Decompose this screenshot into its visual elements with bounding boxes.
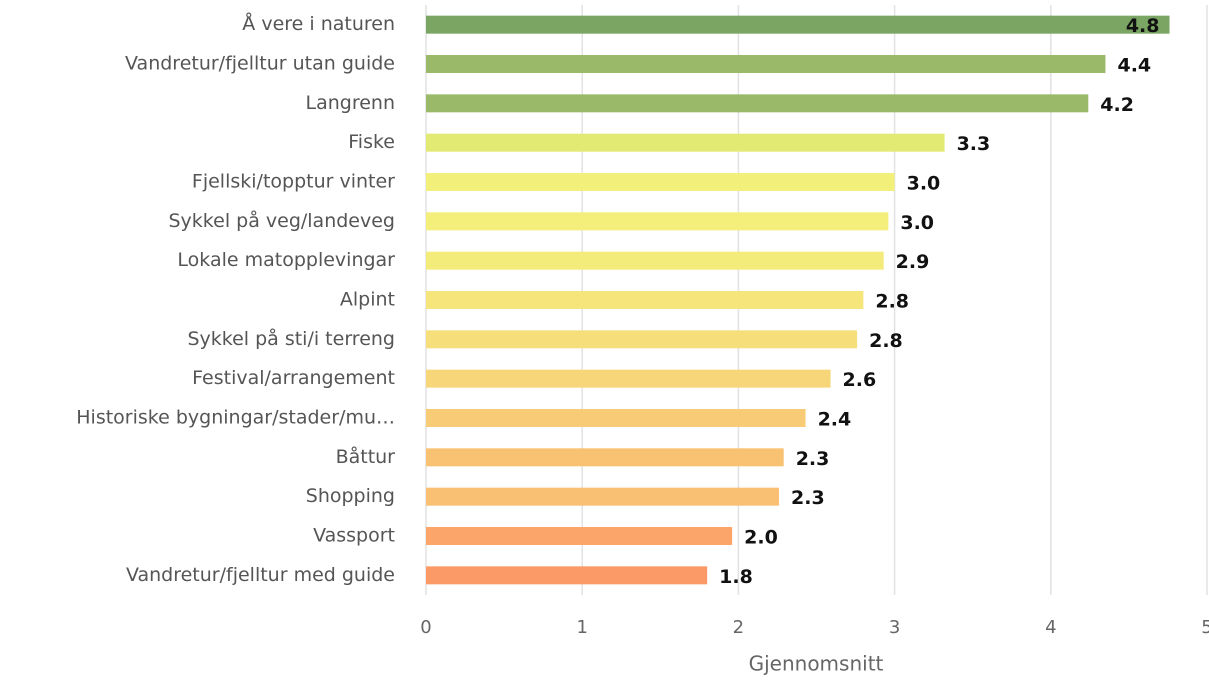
x-tick-label: 0 <box>420 617 431 638</box>
data-label: 2.4 <box>818 409 852 431</box>
category-label: Sykkel på sti/i terreng <box>187 327 395 350</box>
bar <box>426 330 858 349</box>
bar <box>426 251 884 270</box>
data-label: 2.0 <box>744 527 778 549</box>
bar <box>426 212 889 231</box>
x-tick-label: 1 <box>576 617 587 638</box>
category-label: Vandretur/fjelltur med guide <box>126 564 395 586</box>
data-label: 3.0 <box>900 212 934 234</box>
bar <box>426 55 1106 73</box>
data-label: 4.4 <box>1117 55 1151 77</box>
category-label: Fjellski/topptur vinter <box>192 171 395 193</box>
x-tick-label: 2 <box>733 617 744 638</box>
bar <box>426 369 831 388</box>
bar <box>426 448 784 467</box>
data-label: 4.2 <box>1100 94 1134 116</box>
category-label: Festival/arrangement <box>192 367 395 389</box>
bar <box>426 173 895 191</box>
data-label: 2.6 <box>843 369 877 391</box>
category-label: Fiske <box>348 131 395 153</box>
data-label: 2.3 <box>796 448 830 470</box>
category-label: Båttur <box>336 445 396 468</box>
data-label: 1.8 <box>719 566 753 588</box>
category-label: Å vere i naturen <box>242 12 395 35</box>
bar <box>426 409 806 427</box>
category-label: Vandretur/fjelltur utan guide <box>125 53 395 75</box>
category-label: Vassport <box>313 525 395 547</box>
x-tick-label: 3 <box>889 617 900 638</box>
category-label: Alpint <box>340 289 395 311</box>
category-label: Lokale matopplevingar <box>177 249 395 271</box>
category-label: Sykkel på veg/landeveg <box>169 209 396 232</box>
bar <box>426 566 708 585</box>
bar <box>426 527 733 545</box>
bar <box>426 487 780 506</box>
category-label: Langrenn <box>306 92 396 114</box>
data-label: 2.3 <box>791 487 825 509</box>
data-label: 3.0 <box>907 173 941 195</box>
bar <box>426 291 864 309</box>
data-label: 2.9 <box>896 251 930 273</box>
x-tick-label: 5 <box>1201 617 1209 638</box>
data-label: 3.3 <box>957 133 991 155</box>
bar <box>426 133 945 152</box>
data-label: 2.8 <box>869 330 903 352</box>
category-label: Historiske bygningar/stader/mu… <box>76 407 395 429</box>
bar <box>426 15 1170 34</box>
bar <box>426 94 1089 113</box>
x-axis-title: Gjennomsnitt <box>749 652 884 676</box>
data-label: 2.8 <box>875 291 909 313</box>
x-tick-label: 4 <box>1045 617 1056 638</box>
category-label: Shopping <box>306 485 395 507</box>
data-label: 4.8 <box>1126 15 1160 37</box>
